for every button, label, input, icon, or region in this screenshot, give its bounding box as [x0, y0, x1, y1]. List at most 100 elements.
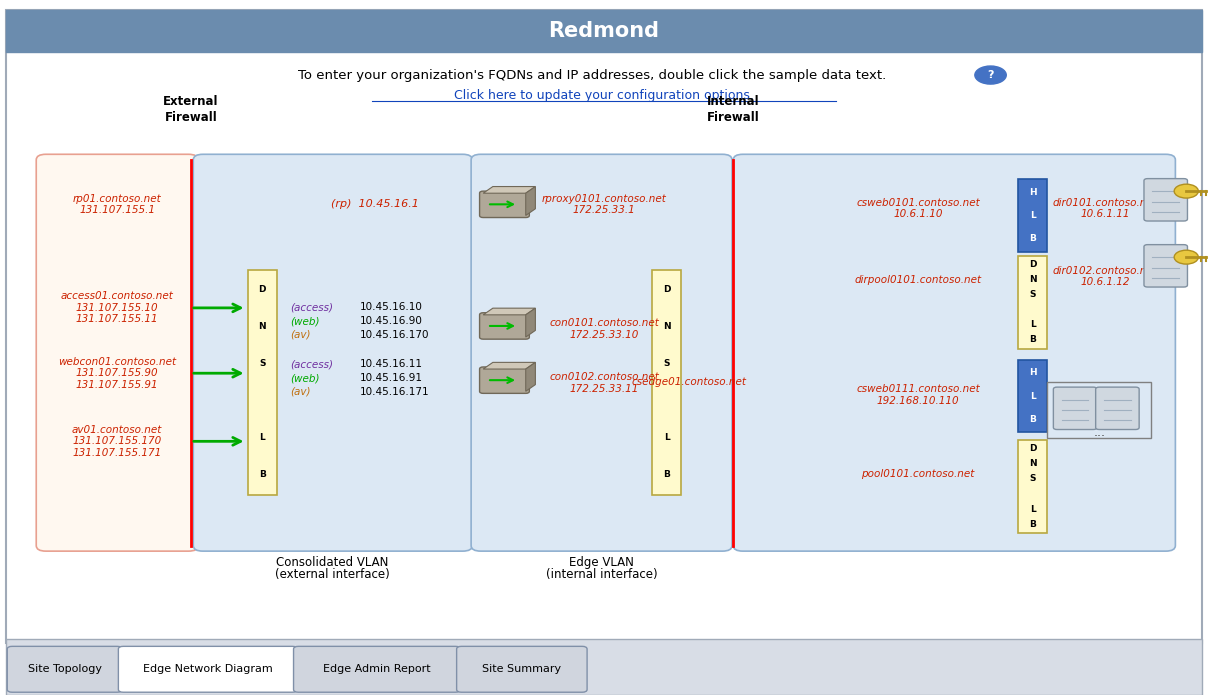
Text: B: B	[663, 471, 670, 480]
Text: Consolidated VLAN: Consolidated VLAN	[275, 556, 389, 569]
FancyBboxPatch shape	[1018, 179, 1047, 252]
Text: 10.45.16.90: 10.45.16.90	[360, 316, 423, 326]
Polygon shape	[483, 308, 535, 315]
FancyBboxPatch shape	[6, 639, 1202, 695]
Text: L: L	[260, 434, 265, 442]
Text: External
Firewall: External Firewall	[163, 95, 219, 124]
Polygon shape	[525, 186, 535, 215]
Text: B: B	[1029, 336, 1036, 345]
FancyBboxPatch shape	[471, 154, 732, 551]
Text: (av): (av)	[290, 387, 310, 397]
Text: access01.contoso.net
131.107.155.10
131.107.155.11: access01.contoso.net 131.107.155.10 131.…	[60, 291, 174, 325]
Text: B: B	[259, 471, 266, 480]
Text: D: D	[1029, 260, 1036, 269]
FancyBboxPatch shape	[480, 191, 529, 218]
Circle shape	[1174, 250, 1198, 264]
FancyBboxPatch shape	[1018, 256, 1047, 349]
Text: csweb0101.contoso.net
10.6.1.10: csweb0101.contoso.net 10.6.1.10	[856, 197, 980, 220]
Text: 10.45.16.10: 10.45.16.10	[360, 302, 423, 312]
Text: L: L	[1030, 505, 1035, 514]
Text: rproxy0101.contoso.net
172.25.33.1: rproxy0101.contoso.net 172.25.33.1	[541, 193, 667, 215]
Text: ?: ?	[987, 70, 994, 80]
Text: D: D	[1029, 444, 1036, 453]
Text: Internal
Firewall: Internal Firewall	[707, 95, 760, 124]
FancyBboxPatch shape	[652, 270, 681, 495]
Text: To enter your organization's FQDNs and IP addresses, double click the sample dat: To enter your organization's FQDNs and I…	[298, 69, 885, 81]
Text: (rp)  10.45.16.1: (rp) 10.45.16.1	[331, 199, 418, 209]
FancyBboxPatch shape	[480, 367, 529, 393]
FancyBboxPatch shape	[248, 270, 277, 495]
Text: N: N	[259, 322, 266, 331]
Text: H: H	[1029, 368, 1036, 377]
Text: B: B	[1029, 520, 1036, 529]
Text: con0102.contoso.net
172.25.33.11: con0102.contoso.net 172.25.33.11	[550, 372, 658, 394]
FancyBboxPatch shape	[1144, 245, 1187, 287]
Text: dir0102.contoso.net
10.6.1.12: dir0102.contoso.net 10.6.1.12	[1053, 265, 1157, 288]
FancyBboxPatch shape	[1144, 179, 1187, 221]
Circle shape	[1174, 184, 1198, 198]
Polygon shape	[525, 362, 535, 391]
Text: H: H	[1029, 188, 1036, 197]
Text: Click here to update your configuration options.: Click here to update your configuration …	[454, 89, 754, 101]
FancyBboxPatch shape	[1053, 387, 1097, 430]
Text: Redmond: Redmond	[548, 21, 660, 40]
FancyBboxPatch shape	[1096, 387, 1139, 430]
Text: 10.45.16.171: 10.45.16.171	[360, 387, 430, 397]
Text: S: S	[1029, 475, 1036, 484]
Text: ...: ...	[1093, 426, 1105, 439]
Text: S: S	[663, 359, 670, 368]
FancyBboxPatch shape	[118, 646, 297, 692]
Text: (external interface): (external interface)	[275, 568, 389, 581]
Text: L: L	[664, 434, 669, 442]
Text: Edge VLAN: Edge VLAN	[569, 556, 634, 569]
Text: N: N	[1029, 275, 1036, 284]
Text: con0101.contoso.net
172.25.33.10: con0101.contoso.net 172.25.33.10	[550, 318, 658, 340]
Text: (web): (web)	[290, 316, 319, 326]
Text: B: B	[1029, 415, 1036, 424]
Text: (access): (access)	[290, 359, 333, 369]
Text: Edge Network Diagram: Edge Network Diagram	[143, 664, 273, 674]
Text: (web): (web)	[290, 373, 319, 383]
Text: csweb0111.contoso.net
192.168.10.110: csweb0111.contoso.net 192.168.10.110	[856, 384, 980, 406]
Text: csedge01.contoso.net: csedge01.contoso.net	[631, 377, 747, 387]
Text: av01.contoso.net
131.107.155.170
131.107.155.171: av01.contoso.net 131.107.155.170 131.107…	[72, 425, 162, 458]
Text: (internal interface): (internal interface)	[546, 568, 657, 581]
Text: N: N	[1029, 459, 1036, 468]
Text: Edge Admin Report: Edge Admin Report	[323, 664, 431, 674]
Polygon shape	[483, 186, 535, 193]
Text: S: S	[1029, 291, 1036, 300]
FancyBboxPatch shape	[294, 646, 460, 692]
Text: S: S	[259, 359, 266, 368]
Text: 10.45.16.91: 10.45.16.91	[360, 373, 423, 383]
Text: L: L	[1030, 211, 1035, 220]
FancyBboxPatch shape	[480, 313, 529, 339]
Text: webcon01.contoso.net
131.107.155.90
131.107.155.91: webcon01.contoso.net 131.107.155.90 131.…	[58, 357, 176, 390]
FancyBboxPatch shape	[36, 154, 198, 551]
FancyBboxPatch shape	[733, 154, 1175, 551]
Text: dirpool0101.contoso.net: dirpool0101.contoso.net	[854, 275, 982, 285]
FancyBboxPatch shape	[1018, 440, 1047, 533]
Text: 10.45.16.11: 10.45.16.11	[360, 359, 423, 369]
FancyBboxPatch shape	[457, 646, 587, 692]
FancyBboxPatch shape	[6, 10, 1202, 643]
Text: 10.45.16.170: 10.45.16.170	[360, 330, 430, 340]
Text: rp01.contoso.net
131.107.155.1: rp01.contoso.net 131.107.155.1	[72, 193, 162, 215]
FancyBboxPatch shape	[193, 154, 472, 551]
FancyBboxPatch shape	[6, 10, 1202, 52]
FancyBboxPatch shape	[1018, 360, 1047, 432]
FancyBboxPatch shape	[7, 646, 122, 692]
Circle shape	[975, 66, 1006, 84]
Text: B: B	[1029, 234, 1036, 243]
Polygon shape	[525, 308, 535, 337]
Text: (access): (access)	[290, 302, 333, 312]
Text: N: N	[663, 322, 670, 331]
Polygon shape	[483, 362, 535, 369]
Text: D: D	[663, 285, 670, 294]
Text: L: L	[1030, 320, 1035, 329]
Text: Site Summary: Site Summary	[482, 664, 562, 674]
Text: pool0101.contoso.net: pool0101.contoso.net	[861, 469, 975, 479]
Text: Site Topology: Site Topology	[28, 664, 101, 674]
Text: D: D	[259, 285, 266, 294]
Text: L: L	[1030, 392, 1035, 400]
Text: (av): (av)	[290, 330, 310, 340]
